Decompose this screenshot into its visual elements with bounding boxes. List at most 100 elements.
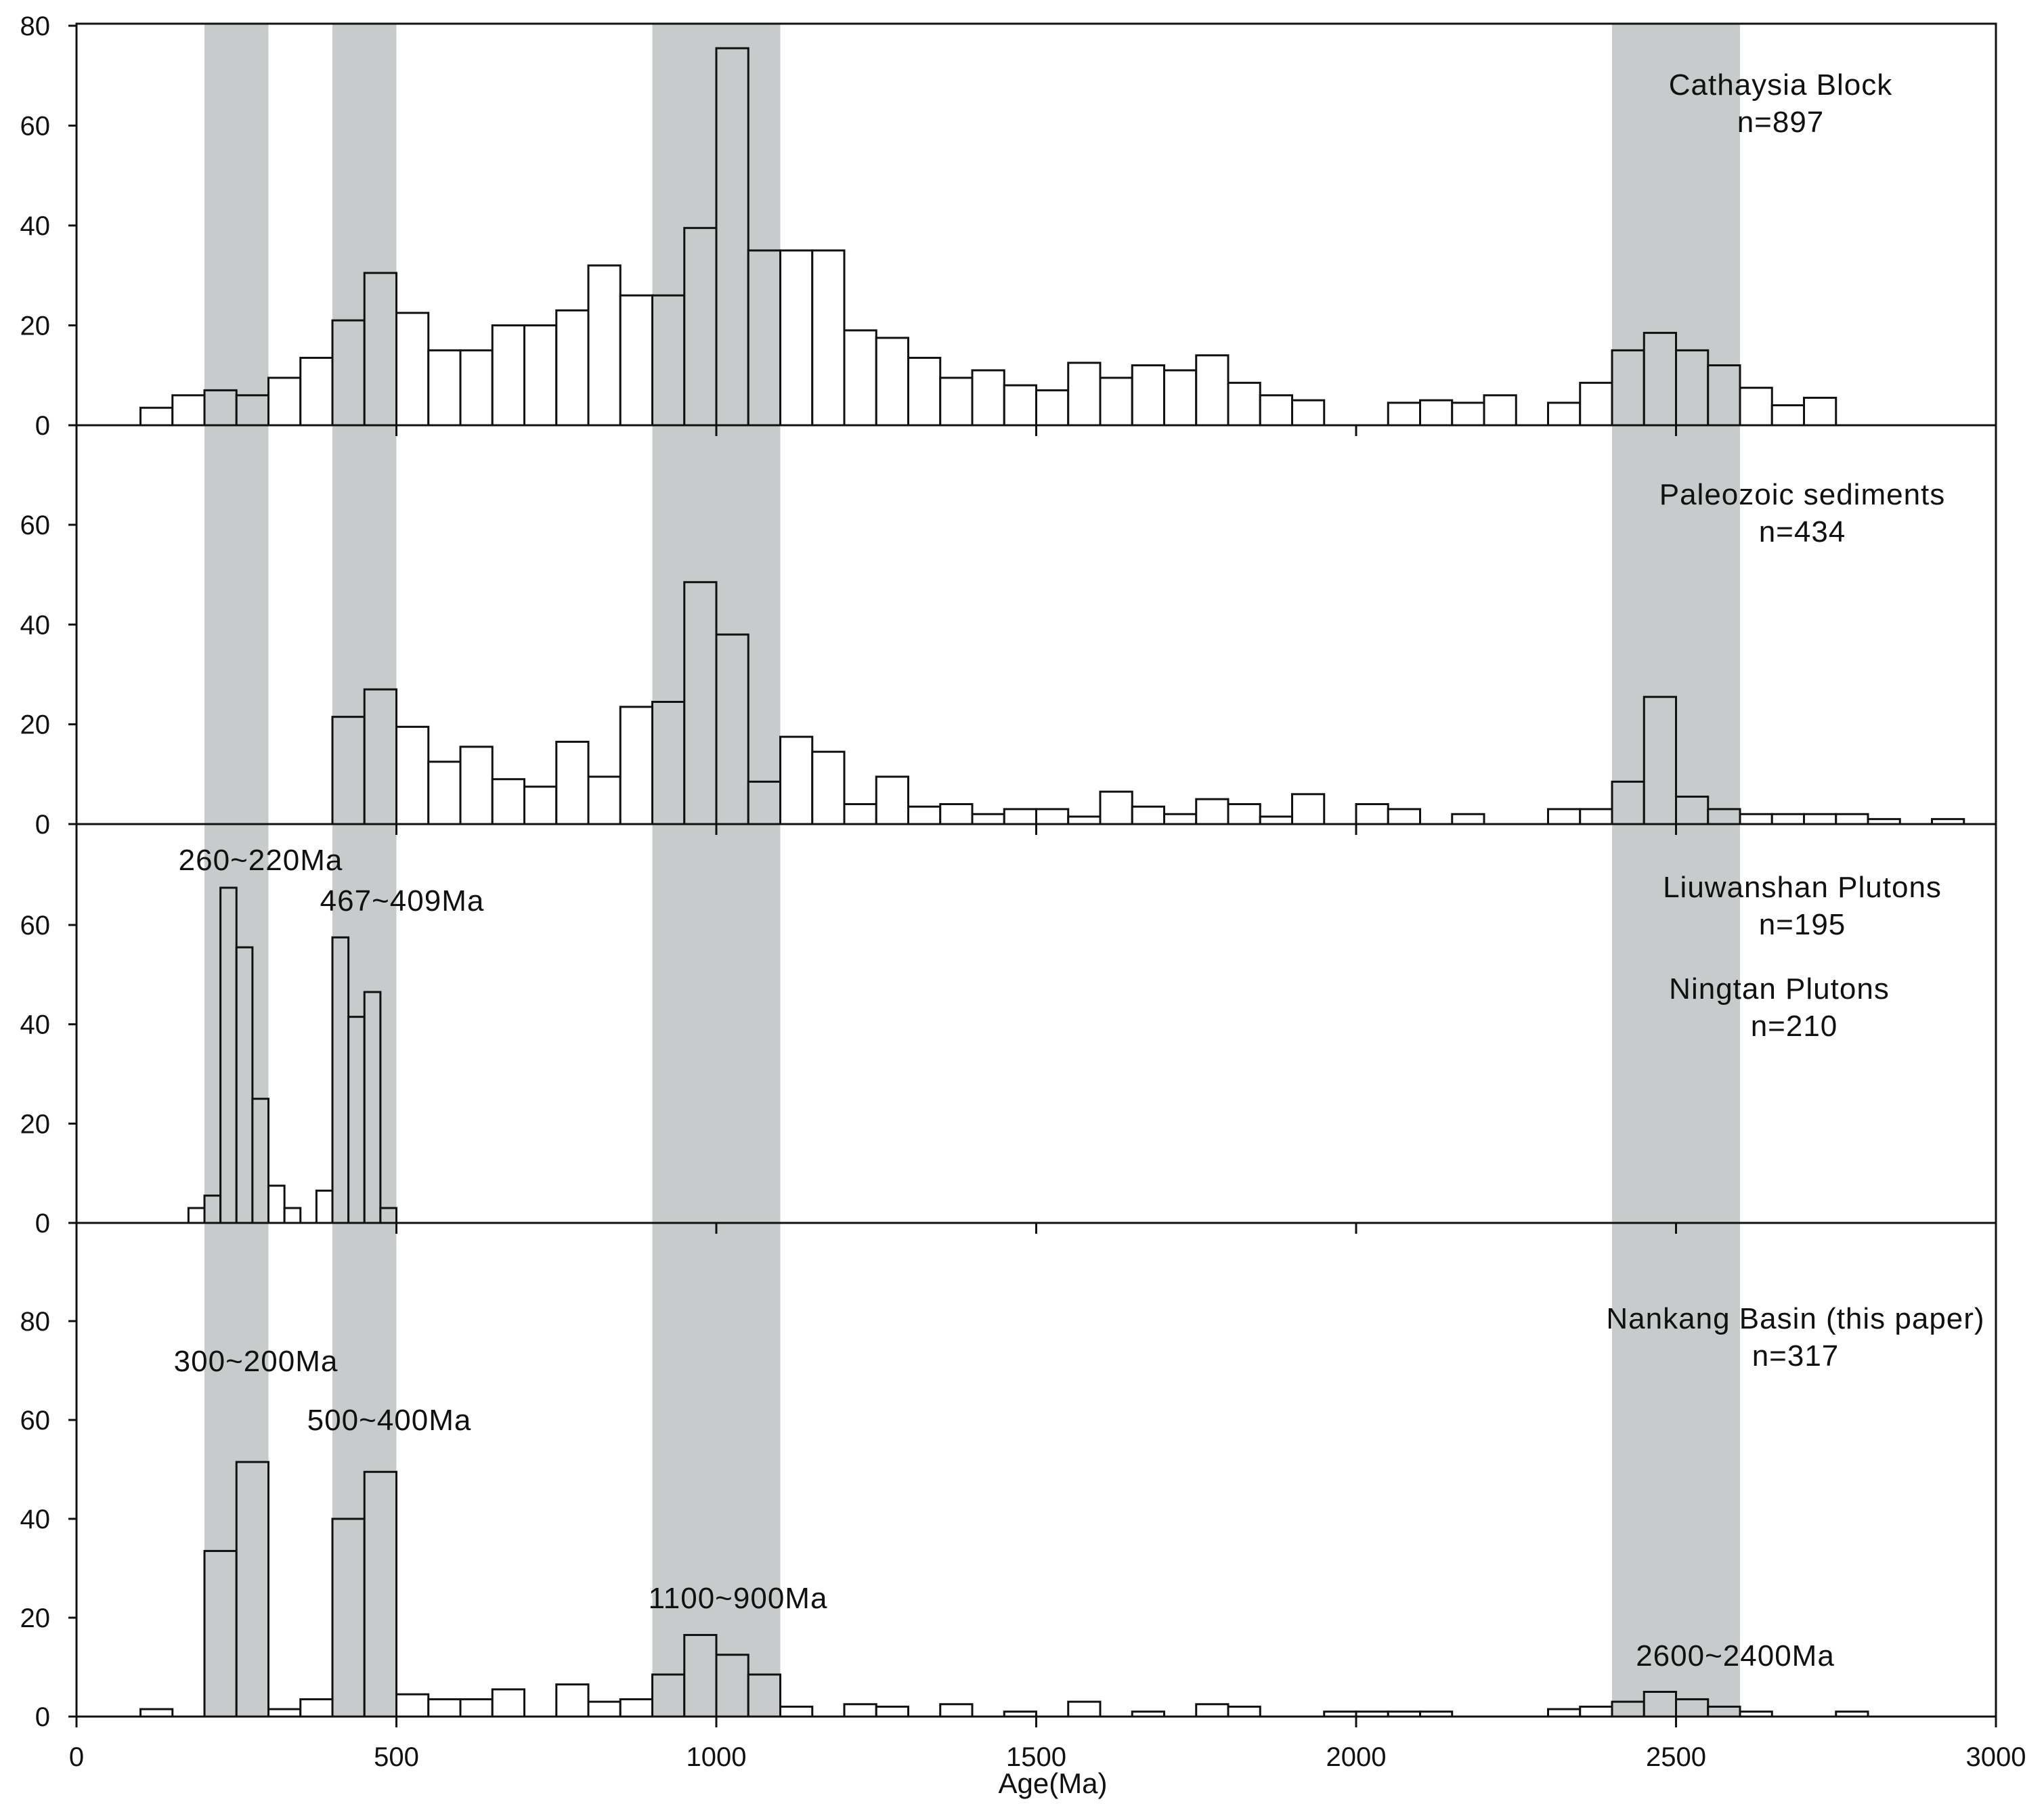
histogram-bar [267, 1708, 302, 1718]
histogram-bar [1803, 813, 1838, 825]
y-tick-label: 20 [20, 1109, 51, 1139]
histogram-bar [1675, 1698, 1710, 1718]
histogram-bar [1227, 381, 1261, 427]
histogram-bar [875, 1705, 909, 1718]
histogram-bar [363, 1471, 397, 1718]
highlight-band [1612, 24, 1740, 1717]
range-annotation: 260~220Ma [179, 844, 343, 877]
histogram-bar [971, 813, 1005, 825]
histogram-bar [1707, 364, 1741, 427]
histogram-bar [1707, 1705, 1741, 1718]
histogram-bar [1163, 813, 1198, 825]
histogram-bar [715, 1654, 749, 1718]
y-axis: 0 20 40 60 [20, 911, 77, 1238]
x-tick-label: 2000 [1326, 1742, 1387, 1772]
histogram-bar [1419, 399, 1454, 427]
histogram-bar [1803, 396, 1838, 427]
histogram-bar [267, 1184, 286, 1224]
histogram-bar [715, 47, 749, 427]
histogram-bar [267, 376, 302, 427]
y-tick-label: 0 [35, 810, 50, 840]
histogram-bar [651, 1673, 686, 1718]
histogram-bar [299, 356, 334, 427]
histogram-bar [427, 1698, 462, 1718]
histogram-bar [395, 1693, 430, 1718]
panel-paleozoic: 0 20 40 60 [20, 511, 1965, 840]
histogram-bar [1451, 402, 1485, 427]
histogram-bar [811, 249, 846, 427]
panel-labels: Cathaysia Block n=897 Paleozoic sediments n… [174, 68, 1984, 1673]
panel-plutons: 0 20 40 60 [20, 886, 397, 1238]
histogram-bar [459, 349, 494, 427]
histogram-bar [1483, 394, 1517, 427]
histogram-bar [1770, 813, 1805, 825]
panel-label: Paleozoic sediments [1659, 478, 1946, 511]
y-tick-label: 60 [20, 911, 51, 941]
y-tick-label: 60 [20, 112, 51, 142]
bars [187, 886, 397, 1224]
histogram-bar [683, 1634, 718, 1718]
panel-nankang: 0 20 40 60 80 [20, 1307, 1869, 1732]
y-tick-label: 40 [20, 1505, 51, 1534]
histogram-bar [1643, 695, 1677, 825]
histogram-bar [235, 394, 269, 427]
histogram-bar [1259, 394, 1293, 427]
histogram-bar [491, 778, 525, 825]
histogram-bar [315, 1189, 334, 1224]
range-annotation: 500~400Ma [307, 1404, 472, 1437]
histogram-bar [1195, 354, 1230, 427]
histogram-bar [939, 1703, 974, 1718]
bars [139, 1461, 1869, 1718]
histogram-bar [939, 376, 974, 427]
histogram-bar [683, 581, 718, 825]
histogram-bar [1387, 808, 1421, 825]
bars [331, 581, 1965, 825]
histogram-bar [523, 785, 558, 825]
histogram-bar [1067, 362, 1102, 427]
y-tick-label: 40 [20, 1010, 51, 1040]
y-axis: 0 20 40 60 [20, 511, 77, 840]
histogram-bar [1163, 369, 1198, 427]
x-tick-label: 2500 [1646, 1742, 1706, 1772]
histogram-bar [1579, 1705, 1613, 1718]
y-tick-label: 40 [20, 211, 51, 241]
y-tick-label: 60 [20, 511, 51, 540]
histogram-bar [1611, 780, 1645, 825]
histogram-bar [587, 264, 622, 427]
histogram-bar [1067, 815, 1102, 825]
histogram-bar [619, 294, 653, 427]
histogram-bar [875, 337, 909, 427]
histogram-bar [1131, 805, 1165, 825]
histogram-bar [747, 780, 781, 825]
histogram-bar [491, 1688, 525, 1718]
y-axis: 0 20 40 60 80 [20, 1307, 77, 1732]
histogram-bar [1259, 815, 1293, 825]
histogram-bar [1547, 402, 1582, 427]
histogram-bar [1579, 808, 1613, 825]
panel-cathaysia: 0 20 40 60 80 [20, 12, 1838, 441]
histogram-bar [1035, 389, 1070, 427]
histogram-bar [939, 803, 974, 825]
range-annotation: 300~200Ma [174, 1345, 339, 1378]
histogram-bar [459, 1698, 494, 1718]
y-tick-label: 0 [35, 411, 50, 441]
histogram-bar [1035, 808, 1070, 825]
histogram-bar [1707, 808, 1741, 825]
histogram-bar [811, 750, 846, 825]
panel-label: n=195 [1759, 908, 1846, 941]
histogram-bar [907, 356, 942, 427]
histogram-bar [1770, 404, 1805, 427]
histogram-bar [1003, 384, 1037, 427]
histogram-bar [139, 406, 174, 427]
histogram-bar [363, 272, 397, 427]
histogram-bar [235, 946, 254, 1224]
histogram-bar [427, 760, 462, 825]
histogram-bar [555, 309, 590, 427]
histogram-bar [747, 249, 781, 427]
histogram-bar [251, 1098, 269, 1224]
histogram-bar [683, 227, 718, 427]
y-tick-label: 0 [35, 1209, 50, 1238]
histogram-bar [459, 746, 494, 825]
histogram-bar [1611, 349, 1645, 427]
